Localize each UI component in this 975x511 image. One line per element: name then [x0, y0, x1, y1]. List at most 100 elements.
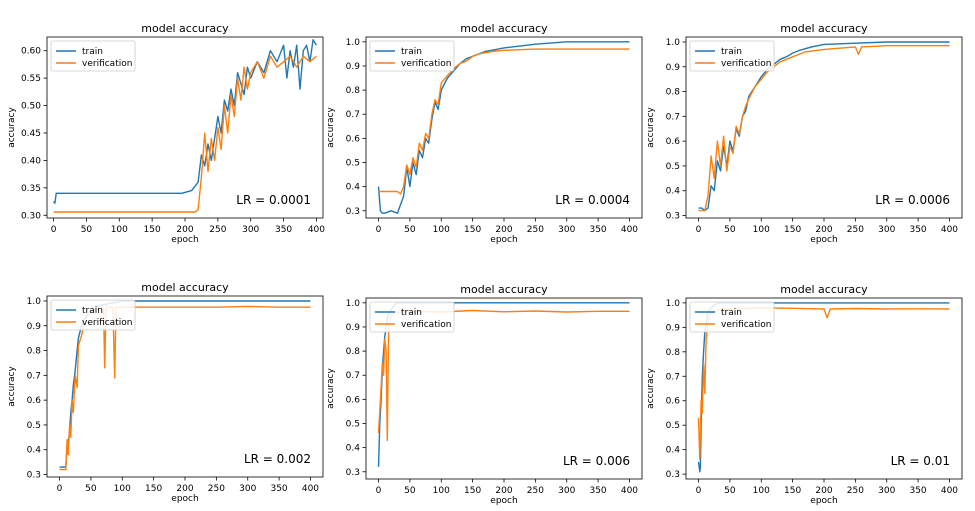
- y-tick-label: 0.8: [346, 86, 361, 96]
- x-tick-label: 200: [815, 225, 832, 235]
- x-tick-label: 50: [724, 225, 736, 235]
- x-tick-label: 250: [847, 225, 864, 235]
- x-tick-label: 100: [753, 225, 770, 235]
- y-axis-label: accuracy: [7, 107, 17, 148]
- learning-rate-annotation: LR = 0.0004: [555, 193, 630, 207]
- x-tick-label: 150: [784, 225, 801, 235]
- y-tick-label: 0.5: [346, 158, 360, 168]
- x-tick-label: 200: [495, 486, 512, 496]
- x-tick-label: 400: [621, 225, 638, 235]
- y-tick-label: 0.8: [27, 347, 42, 357]
- legend-label-verification: verification: [721, 59, 771, 69]
- x-tick-label: 250: [209, 225, 226, 235]
- x-axis-label: epoch: [490, 496, 517, 506]
- y-axis-label: accuracy: [326, 368, 336, 409]
- y-tick-label: 0.9: [346, 62, 361, 72]
- x-tick-label: 300: [558, 225, 575, 235]
- y-axis-label: accuracy: [7, 366, 17, 407]
- chart-title: model accuracy: [141, 22, 229, 35]
- x-tick-label: 200: [176, 225, 193, 235]
- legend-label-train: train: [401, 308, 422, 318]
- chart-title: model accuracy: [460, 283, 548, 296]
- y-tick-label: 0.55: [21, 74, 41, 84]
- y-tick-label: 0.9: [666, 323, 681, 333]
- y-tick-label: 0.4: [666, 187, 681, 197]
- x-tick-label: 150: [145, 484, 162, 494]
- legend-label-verification: verification: [721, 320, 771, 330]
- y-tick-label: 0.6: [666, 397, 681, 407]
- y-tick-label: 0.45: [21, 129, 41, 139]
- y-tick-label: 0.4: [346, 444, 361, 454]
- y-tick-label: 0.30: [21, 211, 41, 221]
- y-tick-label: 0.9: [666, 63, 681, 73]
- y-axis-label: accuracy: [646, 107, 656, 148]
- y-tick-label: 0.9: [346, 323, 361, 333]
- x-tick-label: 350: [270, 484, 287, 494]
- x-axis-label: epoch: [171, 494, 198, 504]
- x-tick-label: 350: [589, 225, 606, 235]
- y-tick-label: 0.6: [666, 137, 681, 147]
- x-tick-label: 150: [144, 225, 161, 235]
- x-tick-label: 200: [176, 484, 193, 494]
- series-line-train: [698, 41, 950, 212]
- chart-panel-1: model accuracy 0 50 100 150 200 250 300 350 400 0.…: [7, 22, 325, 245]
- legend-label-verification: verification: [82, 59, 132, 69]
- learning-rate-annotation: LR = 0.0001: [236, 193, 311, 207]
- y-tick-label: 0.5: [346, 419, 360, 429]
- y-tick-label: 0.50: [21, 102, 41, 112]
- x-tick-label: 50: [404, 486, 416, 496]
- x-axis-label: epoch: [490, 235, 517, 245]
- chart-panel-3: model accuracy 0 50 100 150 200 250 300 350 400 0.…: [646, 22, 963, 245]
- x-tick-label: 350: [909, 225, 926, 235]
- x-tick-label: 300: [242, 225, 259, 235]
- x-tick-label: 100: [111, 225, 128, 235]
- y-tick-label: 1.0: [666, 299, 681, 309]
- series-line-verification: [53, 55, 317, 213]
- y-tick-label: 0.6: [27, 396, 42, 406]
- x-tick-label: 300: [878, 486, 895, 496]
- y-axis-label: accuracy: [646, 368, 656, 409]
- y-tick-label: 0.7: [346, 110, 360, 120]
- x-tick-label: 350: [909, 486, 926, 496]
- y-tick-label: 0.3: [346, 468, 360, 478]
- y-tick-label: 0.3: [666, 470, 680, 480]
- y-tick-label: 0.60: [21, 47, 41, 57]
- y-tick-label: 0.7: [27, 371, 41, 381]
- y-tick-label: 0.3: [346, 207, 360, 217]
- x-tick-label: 250: [847, 486, 864, 496]
- x-tick-label: 400: [621, 486, 638, 496]
- learning-rate-annotation: LR = 0.0006: [875, 193, 950, 207]
- chart-title: model accuracy: [460, 22, 548, 35]
- x-tick-label: 0: [57, 484, 63, 494]
- series-line-verification: [378, 48, 630, 195]
- legend-label-verification: verification: [401, 320, 451, 330]
- x-tick-label: 100: [753, 486, 770, 496]
- x-tick-label: 400: [941, 225, 958, 235]
- y-tick-label: 0.35: [21, 184, 41, 194]
- x-tick-label: 100: [114, 484, 131, 494]
- x-tick-label: 200: [815, 486, 832, 496]
- y-tick-label: 0.4: [346, 183, 361, 193]
- x-tick-label: 250: [527, 225, 544, 235]
- x-tick-label: 50: [85, 484, 97, 494]
- series-line-train: [377, 41, 630, 214]
- x-tick-label: 0: [51, 225, 57, 235]
- learning-rate-annotation: LR = 0.01: [891, 454, 950, 468]
- learning-rate-annotation: LR = 0.002: [244, 452, 311, 466]
- y-tick-label: 0.9: [27, 322, 42, 332]
- y-tick-label: 0.8: [346, 347, 361, 357]
- x-tick-label: 0: [696, 486, 702, 496]
- x-tick-label: 300: [878, 225, 895, 235]
- y-axis-label: accuracy: [326, 107, 336, 148]
- x-axis-label: epoch: [810, 496, 837, 506]
- x-tick-label: 350: [275, 225, 292, 235]
- x-tick-label: 100: [433, 486, 450, 496]
- y-tick-label: 0.8: [666, 88, 681, 98]
- legend-label-train: train: [721, 308, 742, 318]
- x-tick-label: 0: [376, 225, 382, 235]
- x-tick-label: 50: [81, 225, 93, 235]
- y-tick-label: 0.4: [666, 446, 681, 456]
- x-tick-label: 200: [495, 225, 512, 235]
- y-tick-label: 0.40: [21, 156, 41, 166]
